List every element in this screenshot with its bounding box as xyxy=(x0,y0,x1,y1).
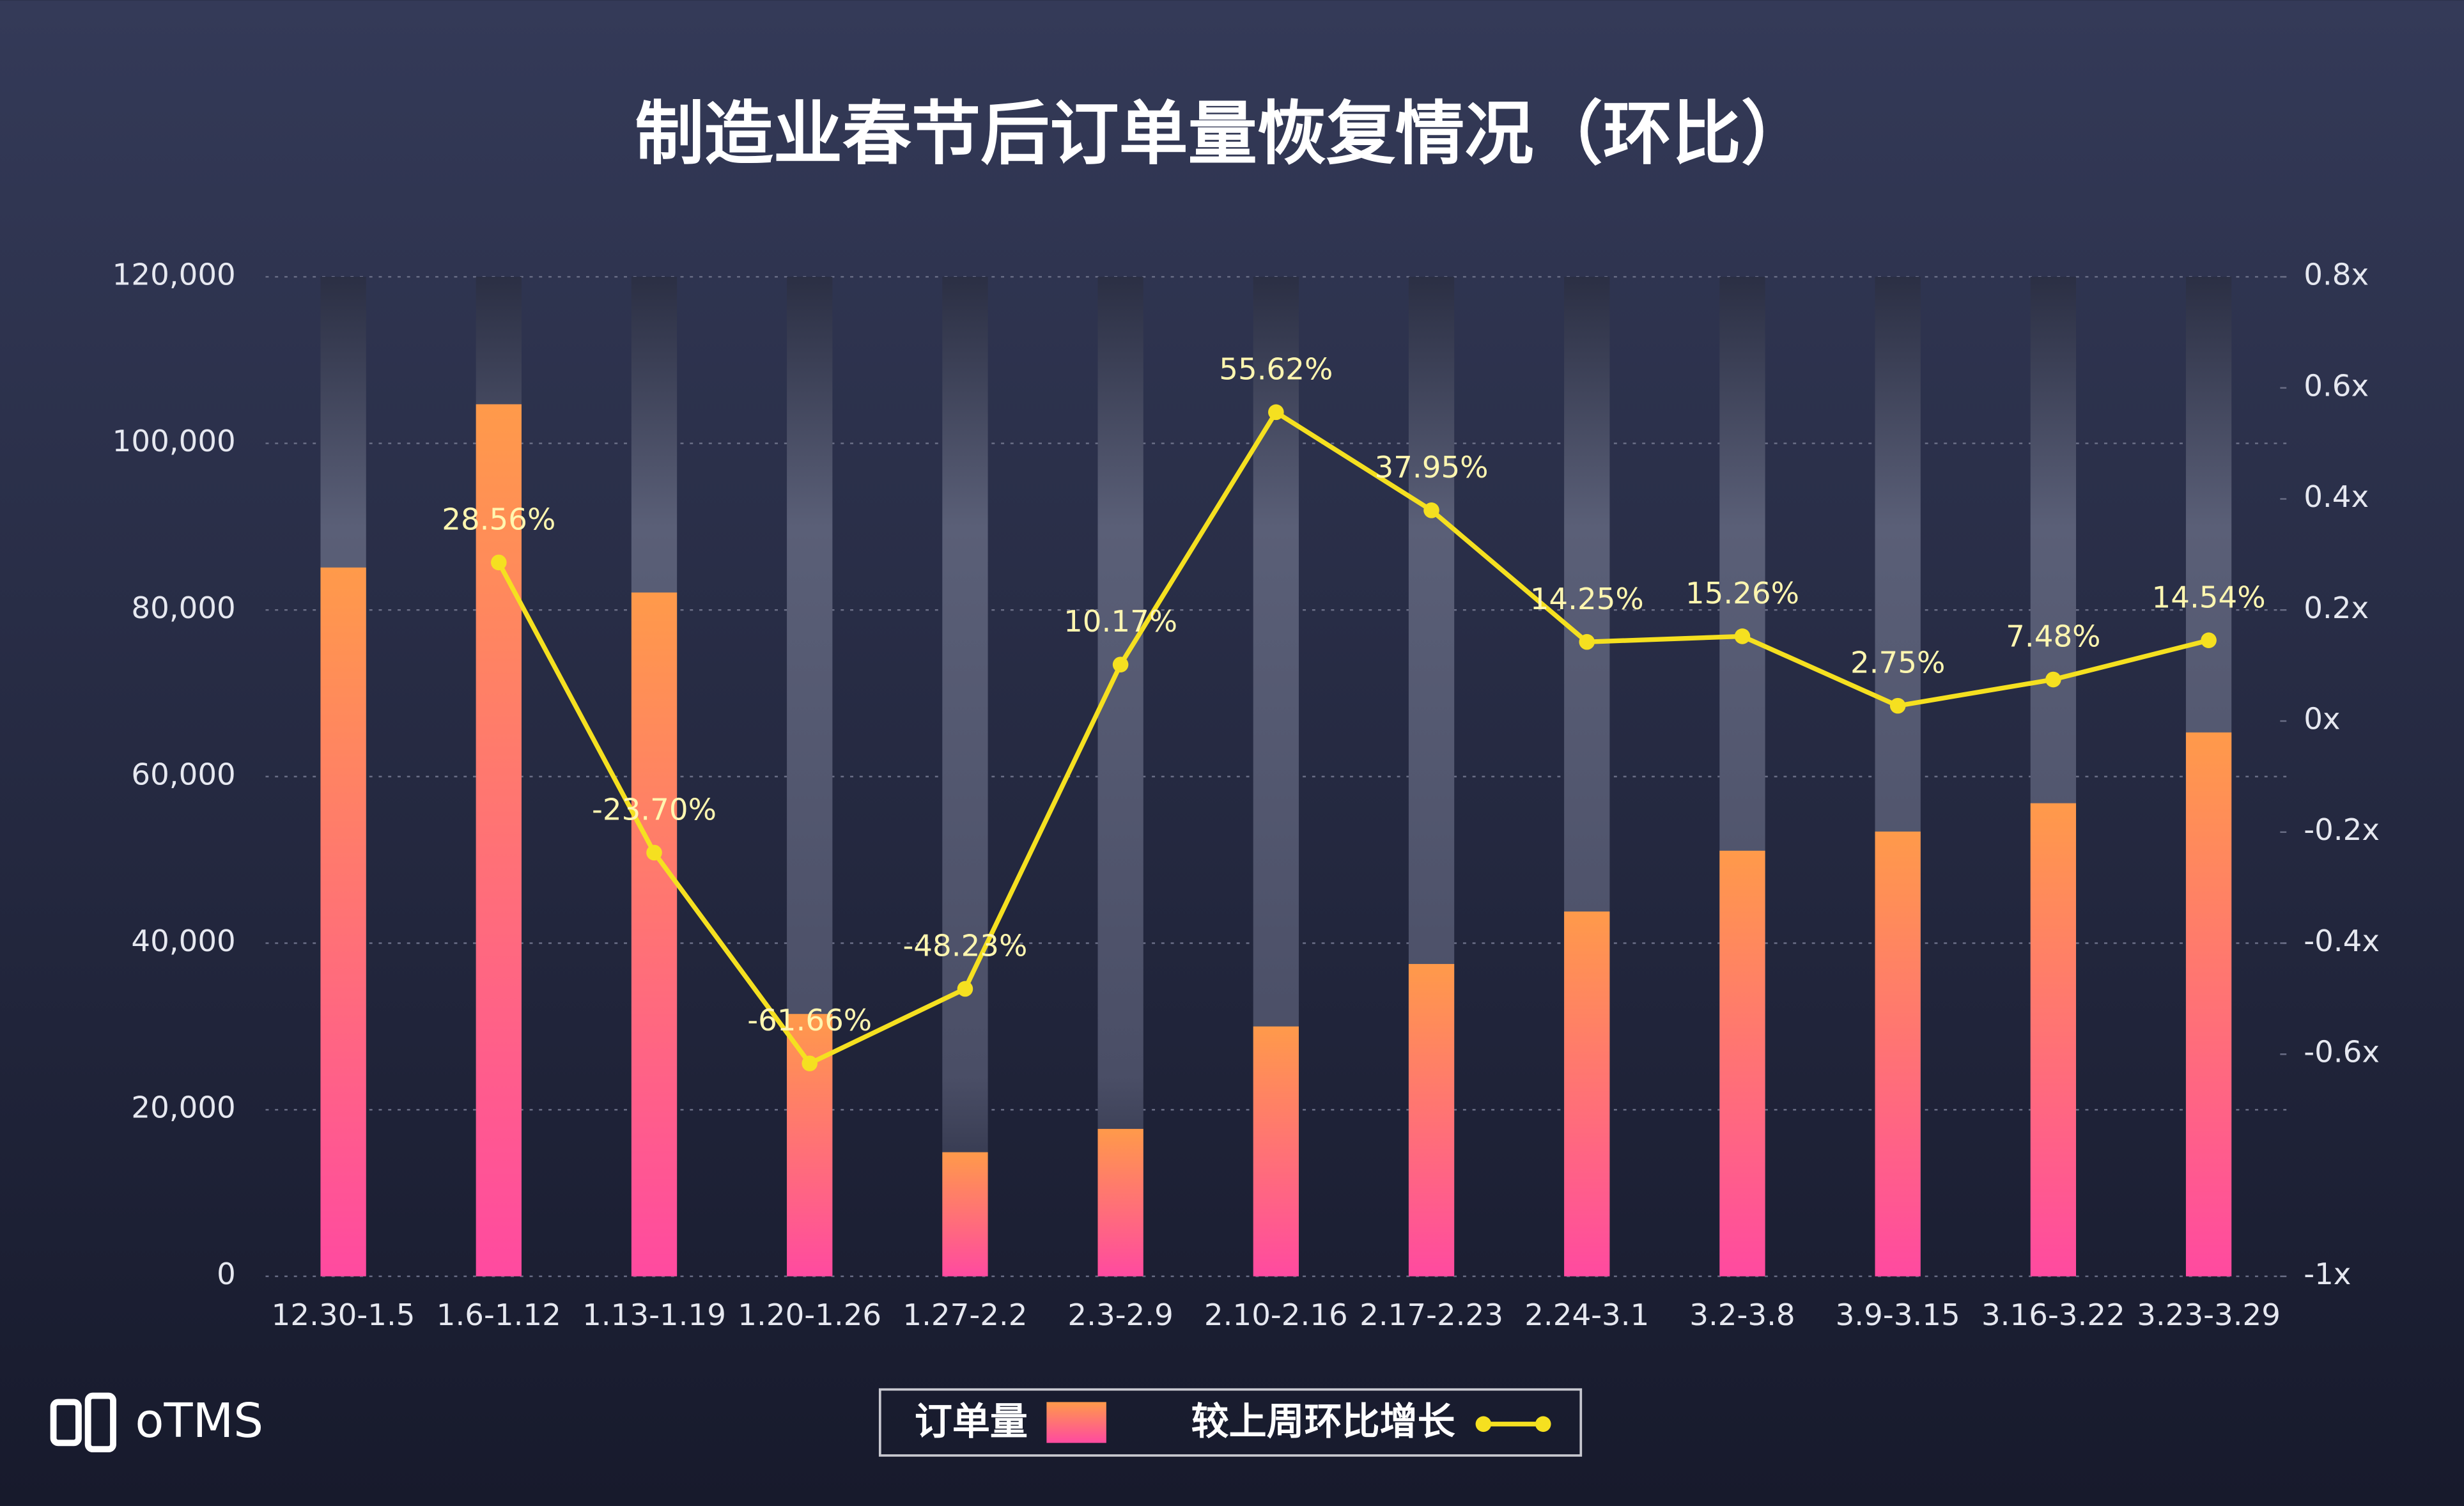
bar xyxy=(476,404,522,1277)
bar xyxy=(1564,911,1610,1277)
y2-tick-label: -0.2x xyxy=(2304,813,2380,848)
bar xyxy=(1875,831,1921,1277)
y-tick-label: 0 xyxy=(217,1257,236,1292)
x-tick-label: 12.30-1.5 xyxy=(272,1298,415,1333)
data-label: 7.48% xyxy=(2006,620,2100,655)
logo-icon xyxy=(84,1392,116,1453)
y-tick-label: 40,000 xyxy=(131,924,235,959)
data-label: 55.62% xyxy=(1219,352,1333,387)
line-point xyxy=(1268,404,1284,421)
legend-label: 较上周环比增长 xyxy=(1191,1399,1455,1443)
logo-text: oTMS xyxy=(135,1394,263,1448)
y2-tick-label: 0.6x xyxy=(2304,369,2369,403)
y2-tick-label: 0x xyxy=(2304,703,2340,737)
line xyxy=(497,408,2210,1067)
y-tick-label: 120,000 xyxy=(112,258,236,293)
chart-title: 制造业春节后订单量恢复情况（环比） xyxy=(635,93,1810,174)
data-label: -61.66% xyxy=(747,1004,872,1038)
y2-tick-label: 0.8x xyxy=(2304,258,2369,293)
line-point xyxy=(1734,628,1751,644)
x-tick-label: 2.10-2.16 xyxy=(1204,1298,1348,1333)
logo: oTMS xyxy=(50,1392,263,1453)
bar xyxy=(1719,850,1765,1277)
x-tick-label: 3.23-3.29 xyxy=(2137,1298,2281,1333)
line-point xyxy=(2201,632,2217,648)
bar xyxy=(631,592,678,1277)
x-tick-label: 3.16-3.22 xyxy=(1981,1298,2125,1333)
x-tick-label: 1.13-1.19 xyxy=(582,1298,726,1333)
y2-tick-label: 0.4x xyxy=(2304,480,2369,515)
line-point xyxy=(1423,502,1439,518)
legend-label: 订单量 xyxy=(915,1399,1028,1443)
line-point xyxy=(1579,633,1595,650)
x-tick-label: 1.20-1.26 xyxy=(738,1298,881,1333)
bar xyxy=(2030,803,2077,1277)
logo-icon xyxy=(50,1399,82,1447)
line-point xyxy=(1889,697,1906,714)
bar xyxy=(2185,732,2232,1277)
line-point xyxy=(2045,671,2061,688)
line-point xyxy=(1112,656,1129,672)
y-tick-label: 100,000 xyxy=(112,424,236,459)
x-tick-label: 2.3-2.9 xyxy=(1067,1298,1173,1333)
y-tick-label: 20,000 xyxy=(131,1091,235,1126)
line-point xyxy=(491,554,507,571)
data-label: 14.25% xyxy=(1530,582,1644,617)
x-tick-label: 3.2-3.8 xyxy=(1689,1298,1795,1333)
data-label: 2.75% xyxy=(1850,646,1945,681)
data-label: -48.23% xyxy=(903,929,1027,964)
data-label: 14.54% xyxy=(2152,580,2266,615)
line-point xyxy=(646,844,662,861)
x-tick-label: 3.9-3.15 xyxy=(1836,1298,1960,1333)
x-tick-label: 1.6-1.12 xyxy=(437,1298,561,1333)
y2-tick-label: -0.6x xyxy=(2304,1036,2380,1070)
x-tick-label: 1.27-2.2 xyxy=(903,1298,1027,1333)
data-label: -23.70% xyxy=(592,793,717,827)
legend-box xyxy=(878,1388,1583,1457)
data-label: 10.17% xyxy=(1064,605,1177,639)
y-tick-label: 60,000 xyxy=(131,757,235,792)
y2-tick-label: -1x xyxy=(2304,1257,2351,1292)
bar-background xyxy=(1097,277,1143,1277)
bar xyxy=(1097,1129,1143,1277)
x-tick-label: 2.17-2.23 xyxy=(1360,1298,1503,1333)
data-label: 37.95% xyxy=(1374,451,1488,485)
x-tick-label: 2.24-3.1 xyxy=(1524,1298,1649,1333)
data-label: 28.56% xyxy=(442,502,555,537)
y2-tick-label: 0.2x xyxy=(2304,591,2369,626)
bar xyxy=(1408,964,1455,1277)
bar xyxy=(942,1152,988,1277)
y-tick-label: 80,000 xyxy=(131,591,235,626)
line-point xyxy=(957,981,973,997)
y2-tick-label: -0.4x xyxy=(2304,924,2380,959)
legend-dot xyxy=(1535,1416,1551,1432)
line-point xyxy=(802,1055,818,1071)
legend-swatch xyxy=(1046,1402,1106,1443)
bar xyxy=(1253,1026,1299,1277)
legend-dot xyxy=(1475,1416,1492,1432)
bar xyxy=(320,567,366,1277)
bar-background xyxy=(942,277,988,1277)
data-label: 15.26% xyxy=(1685,577,1799,611)
